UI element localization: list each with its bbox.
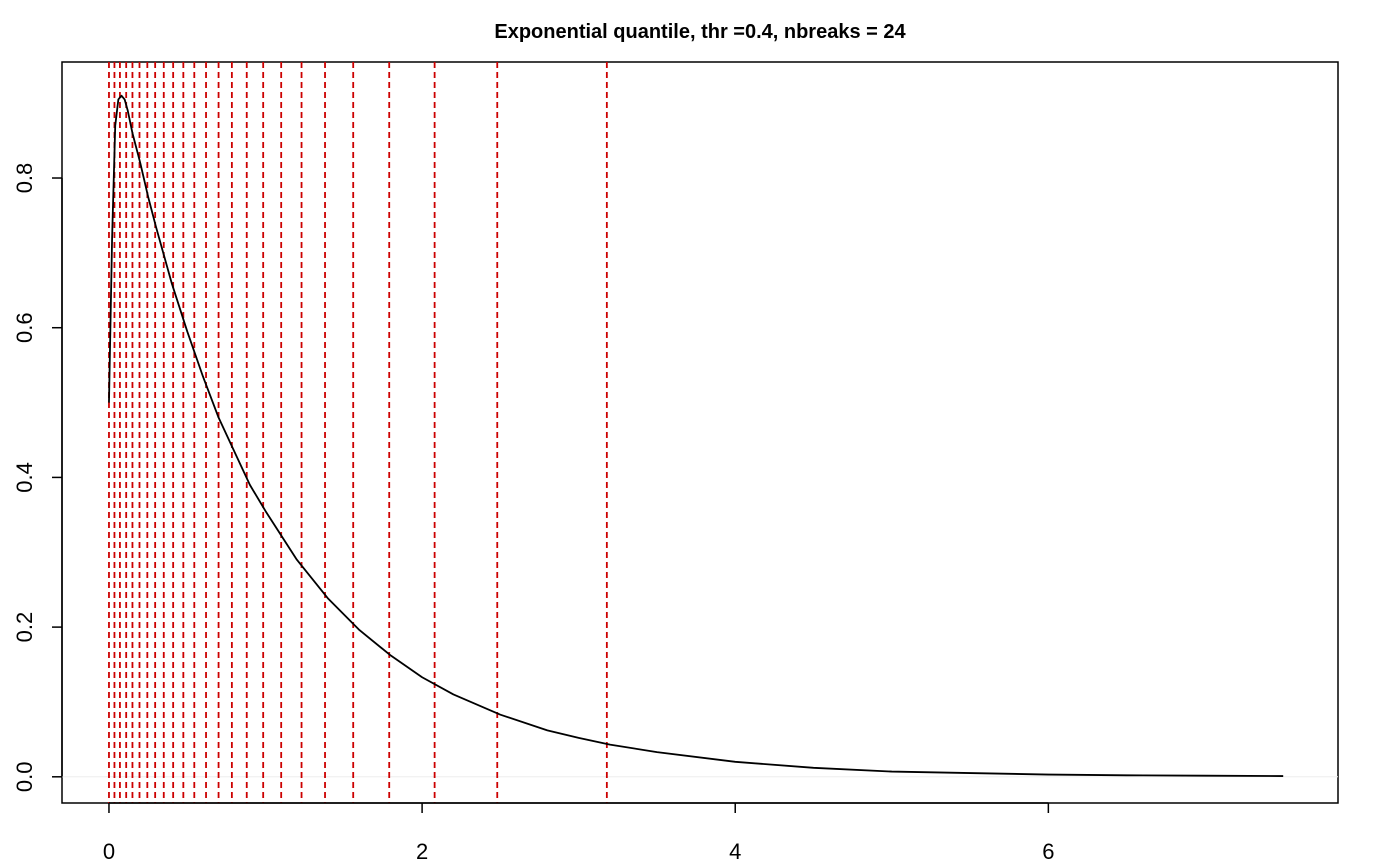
x-tick-label: 4: [729, 839, 741, 864]
x-tick-label: 6: [1042, 839, 1054, 864]
y-tick-label: 0.0: [12, 762, 37, 793]
x-tick-label: 2: [416, 839, 428, 864]
plot-frame: [61, 61, 1339, 804]
y-tick-label: 0.2: [12, 612, 37, 643]
x-tick-label: 0: [103, 839, 115, 864]
y-axis: 0.0 0.2 0.4 0.6 0.8: [12, 163, 63, 793]
quantile-break-lines: [108, 62, 608, 803]
x-axis: 0 2 4 6: [103, 802, 1054, 864]
y-tick-label: 0.4: [12, 462, 37, 493]
y-tick-label: 0.6: [12, 312, 37, 343]
y-tick-label: 0.8: [12, 163, 37, 194]
density-curve: [108, 94, 1284, 777]
density-curve-layer: [108, 94, 1284, 777]
chart-title: Exponential quantile, thr =0.4, nbreaks …: [494, 21, 906, 43]
